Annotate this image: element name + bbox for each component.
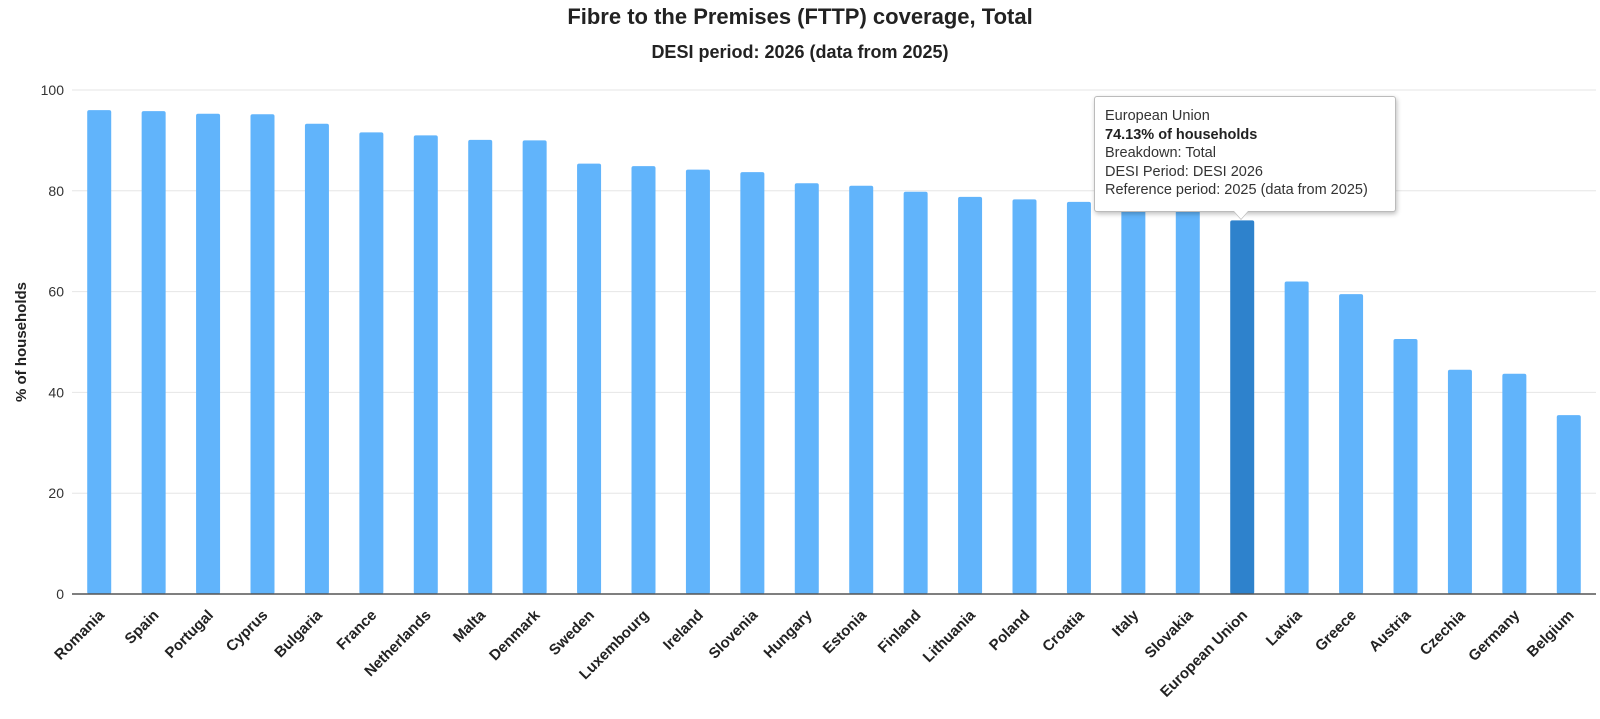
bar: [522, 140, 547, 594]
y-tick-label: 0: [56, 586, 64, 602]
bar: [141, 111, 166, 594]
tooltip-breakdown: Breakdown: Total: [1105, 145, 1216, 161]
y-tick-label: 20: [48, 485, 64, 501]
x-tick-label: Estonia: [820, 606, 871, 657]
bar: [1393, 338, 1418, 594]
x-tick-label: Finland: [875, 607, 925, 657]
y-axis-title: % of households: [13, 282, 30, 402]
tooltip-country: European Union: [1105, 108, 1210, 124]
x-tick-label: Bulgaria: [271, 606, 326, 661]
bar: [359, 132, 384, 594]
bar: [1012, 199, 1037, 595]
bar: [1230, 220, 1255, 594]
x-tick-label: Denmark: [486, 606, 544, 664]
x-tick-label: Lithuania: [920, 606, 980, 666]
bar: [250, 114, 275, 594]
x-tick-label: Latvia: [1263, 606, 1306, 649]
x-tick-label: Slovenia: [706, 606, 762, 662]
bar: [413, 135, 438, 595]
bar: [1121, 208, 1146, 594]
bar: [1502, 373, 1527, 594]
bar: [849, 185, 874, 594]
bar: [685, 169, 710, 594]
x-tick-label: Hungary: [761, 606, 817, 662]
x-tick-label: Malta: [450, 606, 490, 646]
bar: [1175, 209, 1200, 594]
bar: [468, 139, 493, 594]
x-tick-label: Croatia: [1039, 606, 1088, 655]
x-tick-label: Romania: [51, 606, 108, 663]
chart-title: Fibre to the Premises (FTTP) coverage, T…: [567, 4, 1033, 29]
y-tick-label: 60: [48, 284, 64, 300]
x-tick-label: France: [333, 607, 380, 654]
bar: [87, 110, 112, 594]
x-tick-label: Poland: [986, 607, 1033, 654]
tooltip-desi-period: DESI Period: DESI 2026: [1105, 163, 1263, 180]
bar: [1066, 201, 1091, 594]
tooltip-value: 74.13% of households: [1105, 126, 1258, 143]
y-tick-label: 100: [41, 82, 65, 98]
bar: [1447, 369, 1472, 594]
x-tick-label: Spain: [122, 607, 163, 648]
bar: [577, 163, 602, 595]
bar: [1339, 294, 1364, 594]
tooltip-arrow: [1234, 211, 1248, 219]
tooltip-reference-period: Reference period: 2025 (data from 2025): [1105, 182, 1368, 198]
bar: [958, 196, 983, 594]
bar: [740, 172, 765, 595]
bar: [1284, 281, 1309, 594]
x-tick-label: Greece: [1312, 607, 1360, 655]
chart-subtitle: DESI period: 2026 (data from 2025): [651, 42, 949, 62]
x-tick-label: Italy: [1109, 606, 1143, 640]
bar: [304, 123, 329, 594]
x-tick-label: Belgium: [1524, 607, 1578, 661]
bar: [794, 183, 819, 595]
x-tick-label: Slovakia: [1142, 606, 1198, 662]
x-tick-label: Cyprus: [223, 607, 272, 656]
x-tick-label: Austria: [1366, 606, 1415, 655]
x-tick-label: Sweden: [546, 607, 598, 659]
bar: [631, 166, 656, 594]
bar: [1556, 415, 1581, 594]
x-tick-label: Portugal: [162, 607, 217, 662]
y-tick-label: 80: [48, 183, 64, 199]
bar: [903, 191, 928, 595]
y-tick-label: 40: [48, 384, 64, 400]
bar: [196, 113, 221, 595]
x-tick-label: Czechia: [1417, 606, 1470, 659]
x-tick-label: Ireland: [660, 607, 707, 654]
x-tick-label: Germany: [1465, 606, 1523, 664]
chart-tooltip: European Union 74.13% of households Brea…: [1094, 96, 1396, 212]
